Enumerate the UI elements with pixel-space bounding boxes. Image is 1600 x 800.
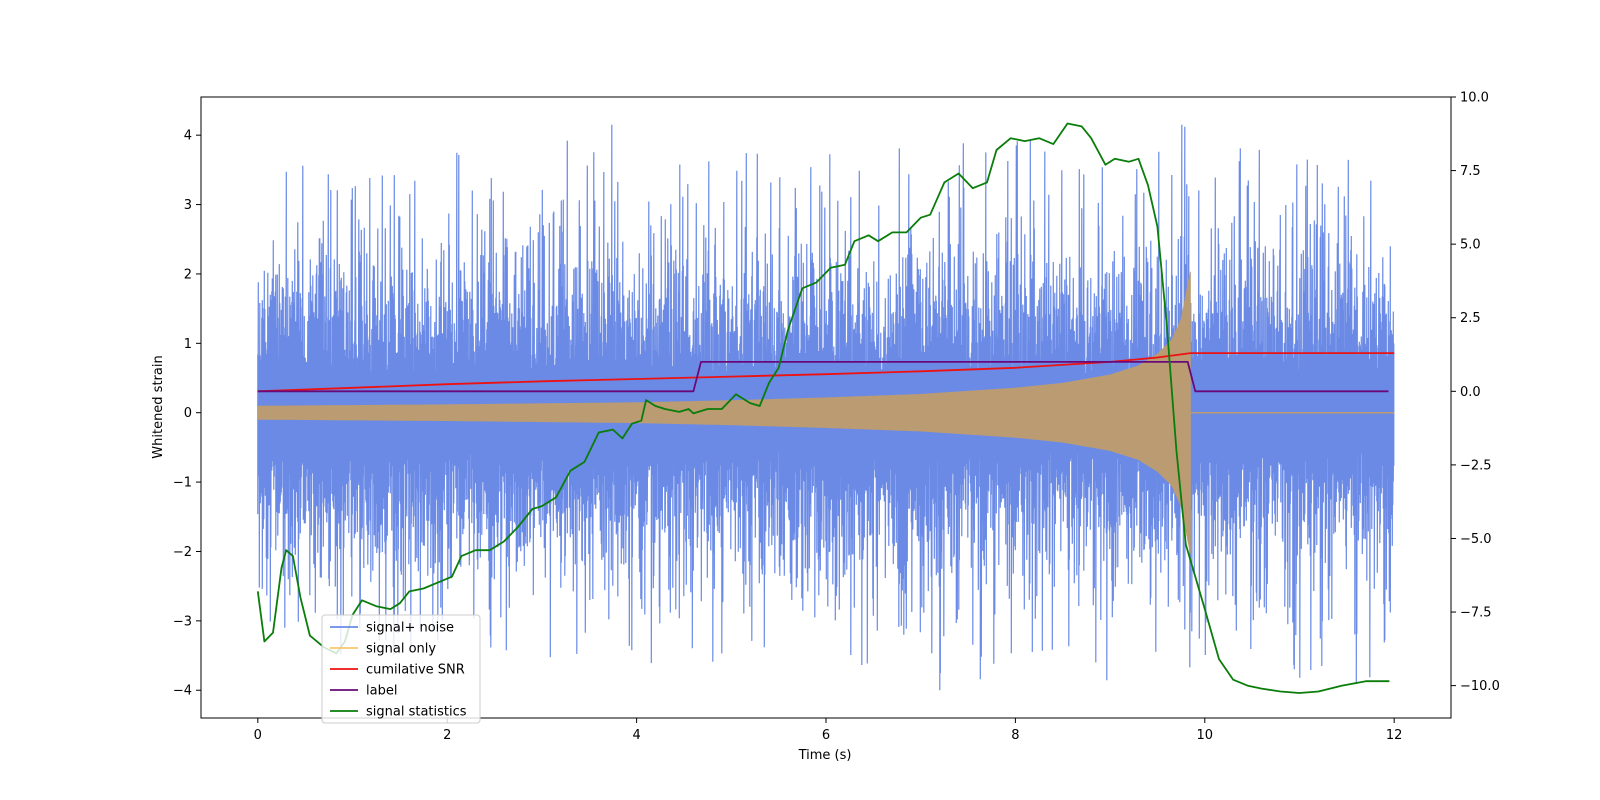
y-tick-label: 2: [184, 267, 192, 282]
y-tick-label: −2: [173, 545, 192, 560]
series-signal-statistics: [256, 122, 1390, 694]
series-label: [257, 360, 1389, 393]
y-tick-label: −4: [173, 684, 192, 699]
plot-area: [256, 122, 1395, 694]
y2-tick-label: 7.5: [1460, 164, 1481, 179]
y2-tick-label: −10.0: [1460, 679, 1500, 694]
x-tick-label: 12: [1386, 728, 1403, 743]
legend: signal+ noise signal only cumilative SNR la…: [321, 614, 481, 724]
legend-label: signal+ noise: [366, 621, 454, 636]
x-tick-label: 0: [254, 728, 262, 743]
series-signal-only: [257, 271, 1191, 554]
y2-tick-label: −2.5: [1460, 458, 1492, 473]
y2-tick-label: 2.5: [1460, 311, 1481, 326]
y2-tick-label: −5.0: [1460, 532, 1492, 547]
y-tick-label: −1: [173, 476, 192, 491]
series-cumulative-snr: [257, 352, 1395, 393]
x-axis-label: Time (s): [798, 748, 852, 763]
y-tick-label: −3: [173, 614, 192, 629]
x-tick-label: 2: [443, 728, 451, 743]
legend-label: cumilative SNR: [366, 663, 465, 678]
x-tick-label: 6: [822, 728, 830, 743]
legend-label: label: [366, 684, 397, 699]
y-tick-label: 4: [184, 129, 192, 144]
y2-tick-label: 5.0: [1460, 238, 1481, 253]
y-tick-label: 3: [184, 198, 192, 213]
axes: 0 2 4 6 8 10 12−4−3−2−101234−10.0−7.5−5.0−2.50…: [173, 91, 1500, 744]
y2-tick-label: 0.0: [1460, 385, 1481, 400]
y-tick-label: 1: [184, 337, 192, 352]
x-tick-label: 10: [1197, 728, 1214, 743]
y2-tick-label: −7.5: [1460, 606, 1492, 621]
y-tick-label: 0: [184, 406, 192, 421]
legend-label: signal statistics: [366, 705, 467, 720]
x-tick-label: 8: [1011, 728, 1019, 743]
legend-box: [321, 614, 481, 724]
y-axis-label: Whitened strain: [151, 355, 166, 458]
x-tick-label: 4: [632, 728, 640, 743]
y2-tick-label: 10.0: [1460, 91, 1489, 106]
legend-label: signal only: [366, 642, 436, 657]
